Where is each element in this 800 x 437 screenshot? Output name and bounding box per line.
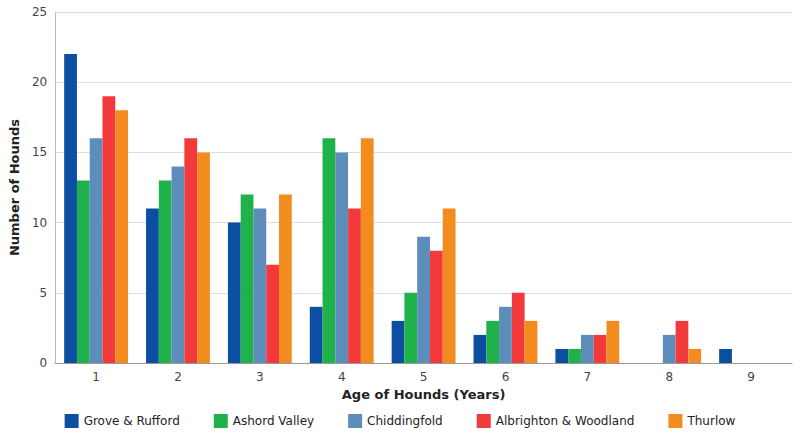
svg-text:2: 2 xyxy=(174,370,182,384)
svg-text:9: 9 xyxy=(747,370,755,384)
svg-text:5: 5 xyxy=(40,286,48,300)
svg-text:Thurlow: Thurlow xyxy=(686,414,735,428)
svg-text:Number of Hounds: Number of Hounds xyxy=(7,119,22,256)
svg-text:25: 25 xyxy=(32,5,47,19)
svg-text:7: 7 xyxy=(584,370,592,384)
svg-text:Albrighton & Woodland: Albrighton & Woodland xyxy=(496,414,635,428)
svg-text:3: 3 xyxy=(256,370,264,384)
svg-text:1: 1 xyxy=(92,370,100,384)
svg-text:4: 4 xyxy=(338,370,346,384)
svg-text:5: 5 xyxy=(420,370,428,384)
svg-text:0: 0 xyxy=(40,356,48,370)
svg-text:Age of Hounds (Years): Age of Hounds (Years) xyxy=(342,387,506,402)
svg-text:6: 6 xyxy=(502,370,510,384)
svg-text:10: 10 xyxy=(32,216,47,230)
svg-text:20: 20 xyxy=(32,75,47,89)
svg-text:Chiddingfold: Chiddingfold xyxy=(367,414,443,428)
svg-text:8: 8 xyxy=(665,370,673,384)
svg-text:Grove & Rufford: Grove & Rufford xyxy=(84,414,180,428)
svg-text:15: 15 xyxy=(32,145,47,159)
svg-text:Ashord Valley: Ashord Valley xyxy=(233,414,314,428)
